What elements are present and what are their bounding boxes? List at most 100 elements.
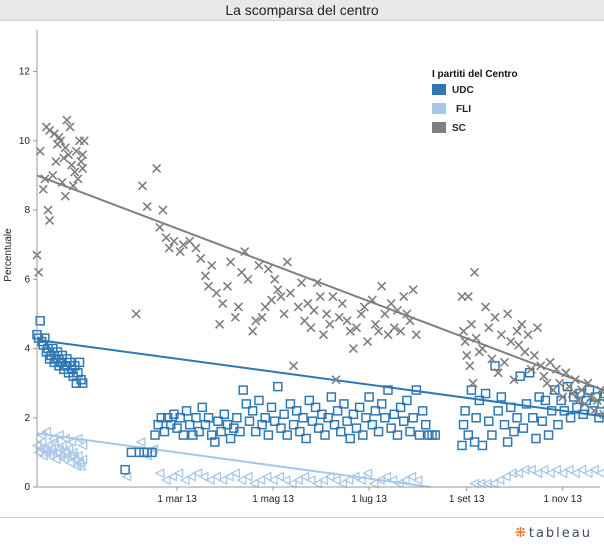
point-udc	[288, 419, 299, 430]
point-udc	[562, 381, 573, 392]
tableau-logo-text: tableau	[528, 526, 592, 541]
point-fli	[75, 461, 86, 472]
point-sc	[322, 309, 332, 319]
point-udc	[351, 423, 362, 433]
point-udc	[194, 426, 204, 437]
point-fli	[72, 433, 83, 444]
x-tick-label: 1 lug 13	[351, 494, 387, 505]
point-fli	[488, 478, 499, 489]
point-udc	[502, 437, 513, 447]
point-sc	[230, 312, 240, 322]
point-fli	[44, 450, 55, 461]
trend-line-udc	[36, 338, 604, 418]
legend-label-fli[interactable]: FLI	[456, 104, 471, 115]
legend-swatch-sc[interactable]	[432, 122, 446, 133]
point-udc	[460, 406, 470, 416]
point-sc	[131, 309, 141, 319]
point-udc	[457, 440, 467, 451]
legend-swatch-fli[interactable]	[432, 103, 446, 114]
point-fli	[42, 440, 53, 451]
point-sc	[331, 375, 341, 385]
point-sc	[509, 375, 519, 385]
point-fli	[248, 478, 259, 489]
point-fli	[47, 447, 58, 458]
point-sc	[356, 309, 366, 319]
point-udc	[238, 385, 248, 395]
point-sc	[506, 337, 516, 347]
point-udc	[251, 426, 261, 437]
point-sc	[43, 205, 53, 215]
point-sc	[405, 316, 415, 326]
point-fli	[47, 433, 58, 444]
point-fli	[544, 468, 555, 479]
point-sc	[226, 257, 236, 267]
point-sc	[73, 174, 83, 184]
tableau-logo[interactable]: ⁜ tableau	[515, 526, 592, 541]
point-udc	[254, 395, 264, 406]
point-sc	[558, 392, 568, 402]
point-udc	[521, 399, 532, 409]
point-sc	[334, 312, 344, 322]
point-sc	[462, 350, 472, 361]
point-sc	[315, 292, 325, 302]
point-sc	[243, 274, 253, 284]
point-sc	[248, 326, 258, 336]
point-sc	[325, 319, 335, 329]
point-sc	[34, 267, 44, 277]
point-fli	[173, 468, 184, 479]
point-udc	[345, 433, 355, 444]
point-udc	[408, 413, 418, 423]
point-sc	[342, 316, 352, 326]
point-udc	[73, 368, 83, 378]
point-fli	[525, 464, 536, 475]
point-sc	[380, 309, 390, 319]
point-sc	[493, 368, 503, 378]
point-sc	[517, 319, 527, 329]
x-tick-label: 1 mar 13	[157, 494, 197, 505]
y-tick-label: 10	[19, 136, 31, 147]
point-fli	[569, 468, 580, 479]
legend-swatch-udc[interactable]	[432, 84, 446, 95]
point-udc	[126, 447, 137, 458]
point-sc	[152, 163, 162, 174]
point-fli	[513, 468, 524, 479]
legend-label-udc[interactable]: UDC	[452, 85, 474, 96]
point-udc	[383, 385, 393, 395]
point-fli	[550, 464, 562, 475]
point-fli	[324, 471, 335, 482]
point-sc	[487, 354, 497, 364]
point-sc	[512, 326, 522, 336]
point-sc	[337, 298, 347, 309]
point-fli	[343, 475, 354, 486]
point-sc	[539, 371, 549, 381]
point-udc	[411, 385, 422, 395]
point-udc	[477, 440, 488, 451]
point-fli	[412, 475, 423, 486]
point-sc	[266, 295, 277, 305]
point-fli	[135, 436, 146, 448]
point-sc	[370, 319, 380, 329]
point-sc	[254, 260, 264, 270]
y-tick-label: 12	[19, 67, 31, 78]
point-udc	[430, 430, 440, 440]
point-udc	[216, 426, 226, 437]
point-sc	[389, 323, 399, 333]
point-fli	[500, 471, 511, 482]
point-sc	[282, 257, 292, 267]
point-udc	[323, 413, 333, 423]
point-udc	[304, 395, 315, 406]
point-udc	[380, 413, 390, 423]
point-udc	[458, 419, 469, 430]
point-sc	[377, 281, 387, 291]
point-fli	[160, 475, 171, 486]
point-udc	[354, 402, 365, 413]
legend-label-sc[interactable]: SC	[452, 123, 466, 134]
point-fli	[255, 475, 266, 486]
point-sc	[592, 395, 602, 406]
point-sc	[240, 247, 250, 257]
point-fli	[48, 436, 59, 448]
point-udc	[373, 426, 384, 437]
point-sc	[65, 122, 75, 132]
point-fli	[355, 475, 366, 486]
point-sc	[79, 136, 89, 146]
